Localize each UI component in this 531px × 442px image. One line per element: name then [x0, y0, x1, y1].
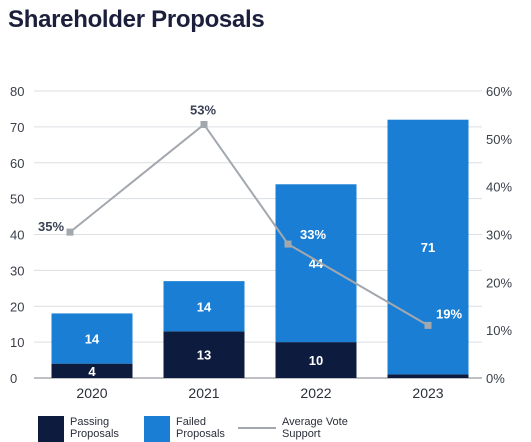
legend-item-average: Average Vote Support: [238, 416, 362, 440]
y-left-tick-20: 20: [10, 299, 24, 314]
x-tick-2020: 2020: [76, 385, 107, 401]
x-tick-2021: 2021: [188, 385, 219, 401]
chart-title: Shareholder Proposals: [8, 6, 265, 33]
avg-support-point-2022: [284, 240, 292, 248]
y-right-tick-60pct: 60%: [486, 84, 512, 99]
avg-support-label-2022: 33%: [300, 227, 326, 242]
bar-passing-2022: [275, 342, 357, 378]
y-right-tick-50pct: 50%: [486, 132, 512, 147]
legend-swatch-failed: [144, 416, 170, 442]
avg-support-point-2020: [66, 228, 74, 236]
legend-swatch-passing: [38, 416, 64, 442]
avg-support-label-2021: 53%: [190, 102, 216, 117]
avg-support-label-2023: 19%: [436, 306, 462, 321]
avg-support-label-2020: 35%: [38, 219, 64, 234]
legend-line-average: [238, 427, 276, 429]
y-left-tick-50: 50: [10, 192, 24, 207]
x-tick-2023: 2023: [412, 385, 443, 401]
chart-canvas: 0 10 20 30 40 50 60 70 80 0% 10% 20% 30% 40% 50% 60% 4 14…: [10, 84, 512, 401]
legend-label-average: Average Vote Support: [282, 416, 348, 440]
bar-label-failed-2023: 71: [421, 240, 435, 255]
y-left-tick-0: 0: [10, 371, 17, 386]
bar-passing-2023: [387, 374, 469, 378]
bar-label-passing-2020: 4: [88, 364, 96, 379]
y-left-tick-60: 60: [10, 156, 24, 171]
y-left-tick-40: 40: [10, 228, 24, 243]
y-right-tick-20pct: 20%: [486, 275, 512, 290]
legend-label-passing: Passing Proposals: [70, 416, 119, 440]
y-left-tick-10: 10: [10, 335, 24, 350]
avg-support-line: [69, 123, 429, 327]
legend-label-failed: Failed Proposals: [176, 416, 225, 440]
chart-legend: Passing Proposals Failed Proposals Avera…: [0, 416, 531, 442]
bar-passing-2020: [51, 363, 133, 378]
y-right-tick-30pct: 30%: [486, 228, 512, 243]
y-right-tick-40pct: 40%: [486, 180, 512, 195]
bar-label-failed-2022: 44: [309, 256, 324, 271]
y-right-tick-10pct: 10%: [486, 323, 512, 338]
avg-support-point-2021: [200, 120, 208, 128]
bar-failed-2021: [163, 281, 245, 332]
bar-failed-2023: [387, 119, 469, 375]
bar-label-passing-2022: 10: [309, 353, 323, 368]
bar-label-passing-2021: 13: [197, 348, 211, 363]
y-right-tick-0pct: 0%: [486, 371, 505, 386]
bar-passing-2021: [163, 331, 245, 378]
bar-failed-2020: [51, 313, 133, 364]
x-tick-2022: 2022: [300, 385, 331, 401]
bar-label-failed-2021: 14: [197, 299, 212, 314]
legend-item-passing: Passing Proposals: [38, 416, 150, 442]
y-left-tick-30: 30: [10, 263, 24, 278]
bar-label-failed-2020: 14: [85, 332, 100, 347]
y-left-tick-80: 80: [10, 84, 24, 99]
legend-item-failed: Failed Proposals: [144, 416, 256, 442]
bar-failed-2022: [275, 184, 357, 343]
avg-support-point-2023: [424, 321, 432, 329]
y-left-tick-70: 70: [10, 120, 24, 135]
